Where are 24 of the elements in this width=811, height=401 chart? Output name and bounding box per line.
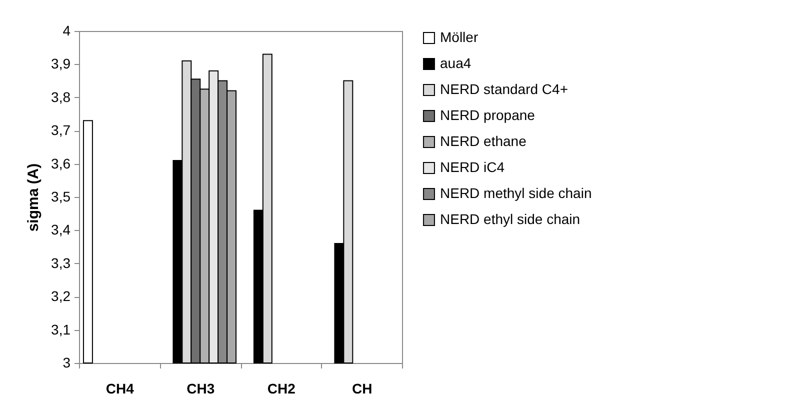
y-tick-label: 3,2: [51, 288, 71, 304]
x-tick-label: CH2: [267, 380, 296, 396]
y-tick-label: 3: [62, 354, 71, 370]
y-tick-label: 3,5: [51, 188, 71, 204]
y-tick-label: 3,9: [51, 56, 71, 72]
x-tick-label: CH: [352, 380, 372, 396]
y-tick-label: 3,3: [51, 254, 71, 271]
y-tick-label: 3,8: [51, 88, 71, 105]
legend-label: NERD iC4: [440, 159, 505, 175]
legend-label: NERD propane: [440, 107, 536, 123]
y-tick-label: 3,4: [51, 222, 71, 238]
x-tick-label: CH3: [186, 380, 215, 396]
legend-label: NERD ethane: [440, 133, 527, 149]
x-tick-label: CH4: [106, 380, 134, 396]
legend-label: NERD ethyl side chain: [440, 211, 580, 227]
y-tick-label: 3,7: [51, 122, 71, 138]
y-tick-label: 3,1: [51, 321, 71, 338]
y-tick-label: 4: [62, 22, 71, 38]
y-tick-label: 3,6: [51, 155, 71, 172]
legend-label: Möller: [440, 29, 478, 45]
legend-label: aua4: [440, 55, 472, 71]
legend-label: NERD standard C4+: [440, 81, 568, 97]
y-axis-title: sigma (A): [25, 163, 42, 232]
legend-label: NERD methyl side chain: [440, 185, 592, 201]
